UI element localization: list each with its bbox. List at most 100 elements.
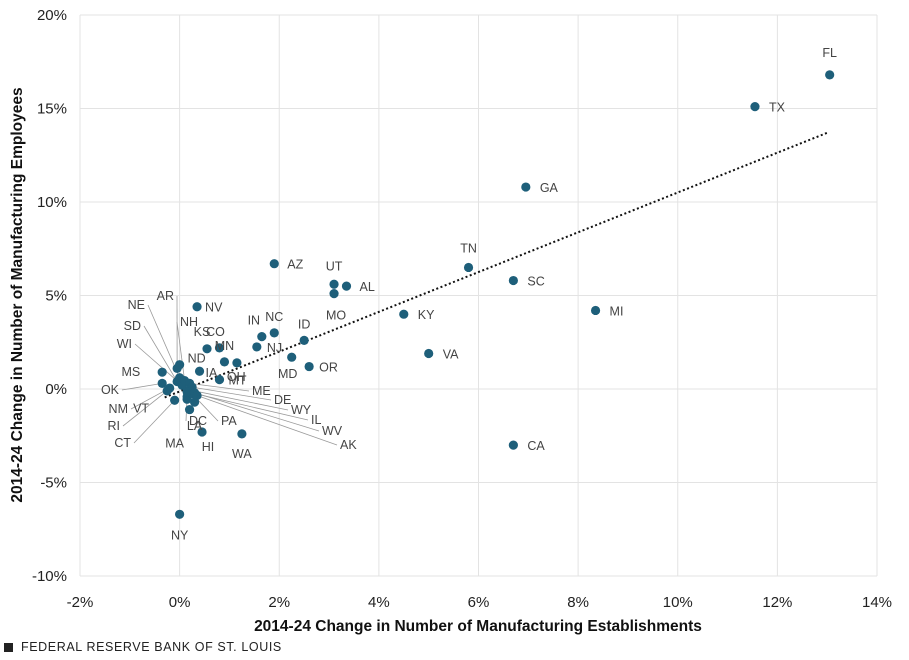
label-co: CO — [206, 325, 225, 339]
leader-line-nh — [176, 321, 186, 381]
x-tick-label: -2% — [67, 594, 94, 611]
point-mt — [214, 375, 225, 385]
point-va — [424, 348, 434, 359]
point-labels: FL TX GA TN SC MI AZ UT AL MO KY VA CA NV NC IN ID NJ COKS… — [101, 46, 837, 542]
label-il: IL — [311, 413, 321, 427]
label-ky: KY — [418, 308, 435, 322]
label-tn: TN — [460, 241, 477, 255]
label-me: ME — [252, 384, 271, 398]
label-ut: UT — [326, 259, 343, 273]
scatter-chart: -10% -5% 0% 5% 10% 15% 20% -2% 0% 2% 4% 6% 8% 10% 12%… — [9, 7, 892, 635]
point-tn — [463, 262, 474, 273]
leader-line-ak — [196, 395, 338, 446]
label-ok: OK — [101, 383, 120, 397]
point-wa — [237, 429, 247, 439]
x-axis-title: 2014-24 Change in Number of Manufacturin… — [254, 618, 702, 635]
label-id: ID — [298, 317, 311, 331]
y-tick-label: -10% — [32, 568, 67, 585]
leader-line-wy — [189, 389, 289, 411]
label-sc: SC — [527, 275, 544, 289]
label-nj: NJ — [267, 341, 282, 355]
point-md — [287, 352, 297, 362]
leader-line-ct — [133, 399, 175, 444]
point-co — [214, 343, 225, 353]
label-ks: KS — [194, 325, 211, 339]
point-ny — [175, 509, 185, 519]
point-ia — [194, 366, 205, 376]
label-sd: SD — [124, 319, 141, 333]
footer-text: FEDERAL RESERVE BANK OF ST. LOUIS — [21, 640, 282, 654]
y-tick-label: 0% — [45, 381, 67, 398]
y-tick-label: -5% — [40, 475, 67, 492]
label-ms: MS — [121, 365, 140, 379]
point-ma — [184, 404, 195, 415]
label-mt: MT — [228, 374, 246, 388]
label-nv: NV — [205, 301, 223, 315]
label-de: DE — [274, 393, 291, 407]
x-axis-ticks: -2% 0% 2% 4% 6% 8% 10% 12% 14% — [67, 594, 892, 611]
label-mi: MI — [610, 304, 624, 318]
point-sc — [508, 275, 518, 286]
label-mn: MN — [215, 339, 234, 353]
point-fl — [825, 70, 835, 80]
x-tick-label: 0% — [169, 594, 191, 611]
label-nc: NC — [265, 310, 283, 324]
point-al — [341, 281, 352, 291]
point-ga — [521, 182, 531, 192]
footer-square-icon — [4, 642, 13, 652]
label-vt: VT — [133, 401, 149, 415]
point-ut — [329, 279, 339, 289]
label-wi: WI — [117, 337, 132, 351]
label-hi: HI — [202, 440, 215, 454]
leader-line-sd — [143, 325, 178, 382]
label-dc: DC — [189, 414, 207, 428]
gridlines — [79, 14, 878, 577]
label-ny: NY — [171, 528, 189, 542]
y-tick-label: 20% — [37, 7, 67, 24]
x-tick-label: 2% — [268, 594, 290, 611]
leader-line-de — [192, 386, 272, 401]
label-pa: PA — [221, 414, 237, 428]
point-or — [304, 361, 314, 372]
label-tx: TX — [769, 101, 786, 115]
label-ri: RI — [108, 419, 121, 433]
point-nc — [269, 328, 279, 338]
label-mo: MO — [326, 309, 346, 323]
label-md: MD — [278, 367, 297, 381]
y-axis-title: 2014-24 Change in Number of Manufacturin… — [9, 87, 26, 502]
x-tick-label: 6% — [468, 594, 490, 611]
point-il — [182, 387, 192, 397]
point-ms — [157, 367, 167, 377]
leader-line-wv — [194, 392, 320, 432]
label-wy: WY — [291, 403, 312, 417]
leader-line-ok — [121, 382, 163, 391]
point-tx — [750, 102, 760, 112]
label-nh: NH — [180, 315, 198, 329]
point-ak — [192, 390, 202, 401]
point-hi — [197, 427, 207, 437]
point-ct — [170, 395, 180, 405]
point-ri — [162, 386, 172, 396]
point-mo — [329, 289, 339, 299]
point-nv — [192, 302, 202, 312]
leader-line-ri — [122, 390, 168, 427]
x-tick-label: 14% — [862, 594, 892, 611]
point-ks — [202, 344, 212, 354]
trendline — [164, 131, 828, 399]
label-ar: AR — [157, 289, 174, 303]
footer-source: FEDERAL RESERVE BANK OF ST. LOUIS — [4, 640, 282, 654]
label-oh: OH — [227, 370, 246, 384]
label-ct: CT — [114, 436, 131, 450]
x-tick-label: 4% — [368, 594, 390, 611]
point-id — [299, 335, 309, 345]
point-az — [269, 259, 279, 269]
y-tick-label: 15% — [37, 101, 67, 118]
point-ok — [157, 378, 167, 388]
label-la: LA — [187, 419, 203, 433]
data-points — [157, 70, 835, 519]
point-ca — [508, 440, 518, 450]
label-az: AZ — [287, 258, 303, 272]
label-ia: IA — [206, 366, 218, 380]
leader-line-me — [189, 382, 250, 392]
y-tick-label: 10% — [37, 194, 67, 211]
